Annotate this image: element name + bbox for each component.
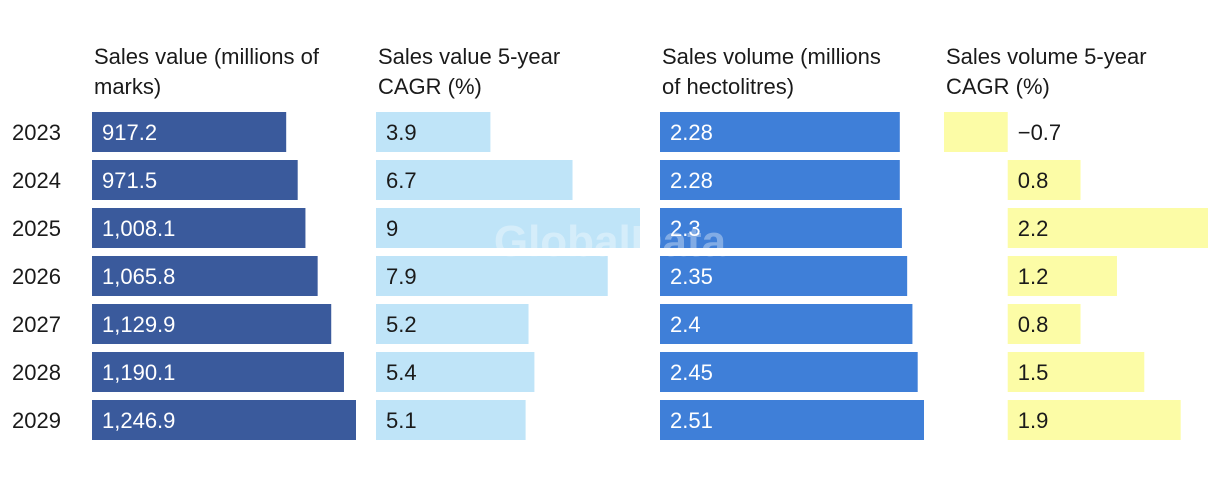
- series-1-label-2024: 6.7: [386, 168, 417, 193]
- watermark: GlobalData: [494, 217, 727, 266]
- series-2-label-2024: 2.28: [670, 168, 713, 193]
- series-2-bar-2025: [660, 208, 902, 248]
- series-3-bar-2029: [1007, 400, 1181, 440]
- series-2-label-2029: 2.51: [670, 408, 713, 433]
- year-label-2025: 2025: [12, 216, 61, 241]
- series-3-bar-2028: [1007, 352, 1145, 392]
- series-1-bar-2024: [376, 160, 573, 200]
- series-0-bar-2028: [92, 352, 344, 392]
- series-1-label-2029: 5.1: [386, 408, 417, 433]
- series-2-label-2026: 2.35: [670, 264, 713, 289]
- series-0-header-line-1: marks): [94, 74, 161, 99]
- series-3-label-2028: 1.5: [1018, 360, 1049, 385]
- series-1-bar-2027: [376, 304, 529, 344]
- series-2-label-2023: 2.28: [670, 120, 713, 145]
- series-0-label-2029: 1,246.9: [102, 408, 175, 433]
- series-0-bar-2029: [92, 400, 356, 440]
- year-label-2023: 2023: [12, 120, 61, 145]
- series-3-header-line-0: Sales volume 5-year: [946, 44, 1147, 69]
- series-3-label-2025: 2.2: [1018, 216, 1049, 241]
- series-1-bar-2026: [376, 256, 608, 296]
- series-3-bar-2026: [1007, 256, 1117, 296]
- series-2-header-line-0: Sales volume (millions: [662, 44, 881, 69]
- series-0-bar-2025: [92, 208, 306, 248]
- series-2-bar-2026: [660, 256, 908, 296]
- series-1-bar-2029: [376, 400, 526, 440]
- series-2-header-line-1: of hectolitres): [662, 74, 794, 99]
- year-label-2027: 2027: [12, 312, 61, 337]
- series-1-header-line-0: Sales value 5-year: [378, 44, 560, 69]
- series-0-label-2024: 971.5: [102, 168, 157, 193]
- year-label-2028: 2028: [12, 360, 61, 385]
- series-0-label-2027: 1,129.9: [102, 312, 175, 337]
- series-1-bar-2028: [376, 352, 535, 392]
- series-3-label-2026: 1.2: [1018, 264, 1049, 289]
- series-2-label-2027: 2.4: [670, 312, 701, 337]
- series-0-bar-2027: [92, 304, 332, 344]
- series-0-bar-2024: [92, 160, 298, 200]
- series-2-bar-2023: [660, 112, 900, 152]
- series-2-bar-2029: [660, 400, 924, 440]
- series-1-label-2026: 7.9: [386, 264, 417, 289]
- series-1-bar-2023: [376, 112, 491, 152]
- series-2-bar-2027: [660, 304, 913, 344]
- series-1-bar-2025: [376, 208, 640, 248]
- series-1-label-2027: 5.2: [386, 312, 417, 337]
- series-0-label-2026: 1,065.8: [102, 264, 175, 289]
- year-label-2029: 2029: [12, 408, 61, 433]
- series-2-bar-2024: [660, 160, 900, 200]
- series-3-bar-2023: [944, 112, 1008, 152]
- series-2-bar-2028: [660, 352, 918, 392]
- series-3-header-line-1: CAGR (%): [946, 74, 1050, 99]
- series-0-bar-2023: [92, 112, 287, 152]
- series-0-bar-2026: [92, 256, 318, 296]
- series-1-label-2023: 3.9: [386, 120, 417, 145]
- series-2-label-2025: 2.3: [670, 216, 701, 241]
- series-3-label-2023: −0.7: [1018, 120, 1061, 145]
- series-0-label-2028: 1,190.1: [102, 360, 175, 385]
- series-3-label-2029: 1.9: [1018, 408, 1049, 433]
- series-0-label-2025: 1,008.1: [102, 216, 175, 241]
- series-1-label-2028: 5.4: [386, 360, 417, 385]
- series-3-bar-2024: [1007, 160, 1081, 200]
- series-1-header-line-1: CAGR (%): [378, 74, 482, 99]
- series-0-header-line-0: Sales value (millions of: [94, 44, 320, 69]
- year-label-2026: 2026: [12, 264, 61, 289]
- series-3-label-2024: 0.8: [1018, 168, 1049, 193]
- series-2-label-2028: 2.45: [670, 360, 713, 385]
- year-label-2024: 2024: [12, 168, 61, 193]
- series-3-bar-2027: [1007, 304, 1081, 344]
- series-1-label-2025: 9: [386, 216, 398, 241]
- series-3-label-2027: 0.8: [1018, 312, 1049, 337]
- series-3-bar-2025: [1007, 208, 1208, 248]
- series-0-label-2023: 917.2: [102, 120, 157, 145]
